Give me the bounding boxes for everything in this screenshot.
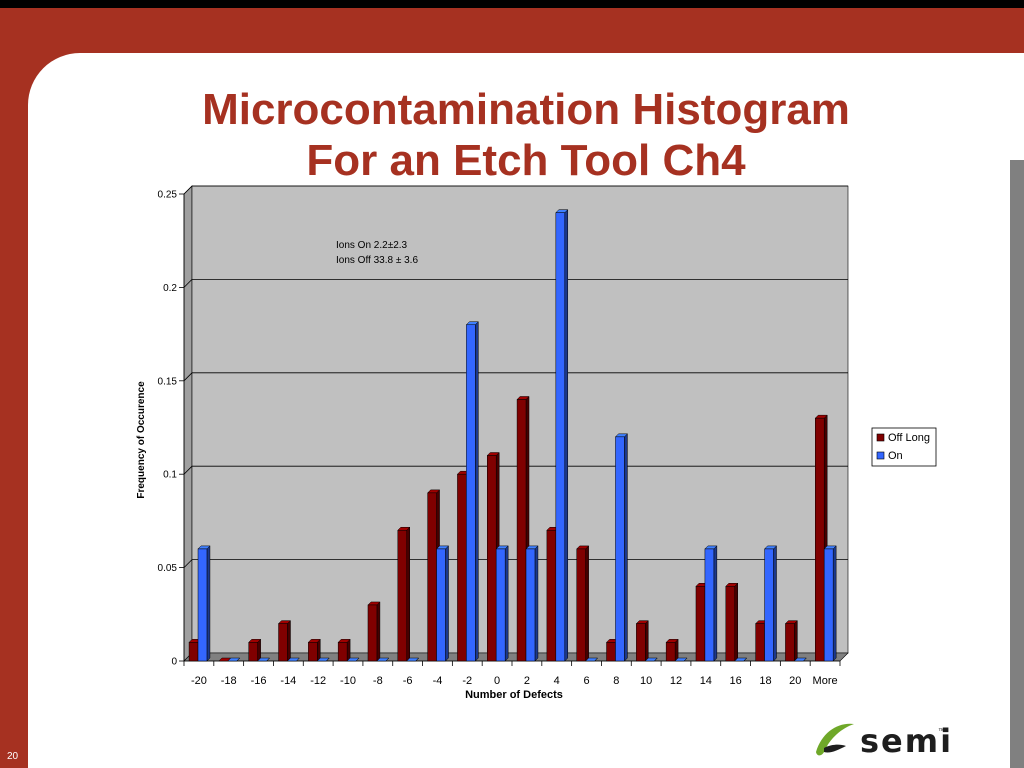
bar [495,545,509,662]
bar [576,545,590,662]
x-tick-label: -12 [310,675,326,687]
plot-area: 00.050.10.150.20.25-20 -18 -16 -14 -12 -10 -8-… [158,185,849,687]
logo-text: semi [860,722,954,760]
x-tick-label: -16 [251,675,267,687]
x-tick-label: 14 [700,675,712,687]
logo-trademark: ™ [938,728,945,735]
bar [307,638,321,662]
x-tick-label: 0 [494,675,500,687]
semi-logo: semi ™ [812,718,952,760]
x-tick-label: -2 [462,675,472,687]
bar [376,657,390,662]
x-tick-label: 20 [789,675,801,687]
gridline [183,372,848,382]
x-tick-label: 18 [759,675,771,687]
y-tick-label: 0.05 [158,563,178,574]
x-tick-label: -18 [221,675,237,687]
y-tick-label: 0 [171,657,177,668]
slide-title: Microcontamination Histogram For an Etch… [28,84,1024,186]
semi-leaf-icon [816,723,854,756]
y-tick-label: 0.15 [158,376,178,387]
gridline [183,279,848,288]
y-tick-label: 0.25 [158,190,178,201]
bar [614,433,629,662]
bar [635,620,649,662]
bar [823,545,837,662]
bar [337,638,351,662]
bar [277,620,292,662]
bar [555,209,569,662]
bar [525,545,539,662]
gridline [183,465,848,475]
x-tick-label: -6 [403,675,413,687]
y-axis-label: Frequency of Occurence [136,381,147,499]
bar [793,657,807,662]
page-number: 20 [7,751,19,762]
bar [784,620,798,662]
bar [644,657,658,662]
bar [286,657,301,662]
bar [674,657,688,662]
x-tick-label: -20 [191,675,207,687]
bar [763,545,778,662]
legend-swatch [876,433,885,442]
legend-swatch [876,451,885,460]
x-tick-label: 10 [640,675,652,687]
x-tick-label: 8 [613,675,619,687]
right-edge-strip [1010,160,1024,768]
x-tick-label: 2 [524,675,530,687]
bar [346,657,360,662]
x-tick-label: -14 [280,675,296,687]
x-tick-label: 6 [583,675,589,687]
x-tick-label: 16 [730,675,742,687]
bar [585,657,599,662]
bar [227,657,241,662]
x-tick-label: -4 [433,675,443,687]
slide-title-line-1: Microcontamination Histogram [202,85,850,134]
legend: Off Long On [871,427,937,467]
plot-side-wall [183,185,193,662]
x-axis-label: Number of Defects [465,689,563,701]
x-tick-label: 4 [554,675,560,687]
top-bar [0,0,1024,8]
gridline [183,559,848,568]
bar [725,582,739,662]
x-tick-label: More [813,675,838,687]
bar [406,657,420,662]
gridline [183,185,848,195]
x-tick-label: 12 [670,675,682,687]
bar [665,638,679,662]
bar [248,638,262,662]
x-tick-label: -8 [373,675,383,687]
bar [704,545,718,662]
bar [397,526,411,662]
histogram-chart: 00.050.10.150.20.25-20 -18 -16 -14 -12 -10 -8-… [136,185,937,701]
y-tick-label: 0.1 [163,470,177,481]
bar [465,321,479,662]
bar [257,657,271,662]
annotation-line: Ions Off 33.8 ± 3.6 [336,255,418,266]
bar [367,601,381,662]
legend-box [871,427,937,467]
legend-label: Off Long [888,432,930,444]
bar [316,657,330,662]
slide-title-line-2: For an Etch Tool Ch4 [306,136,746,185]
bar [197,545,211,662]
bar [435,545,450,662]
y-tick-label: 0.2 [163,283,177,294]
x-tick-label: -10 [340,675,356,687]
annotation-line: Ions On 2.2±2.3 [336,240,408,251]
bar [734,657,748,662]
legend-label: On [888,450,903,462]
